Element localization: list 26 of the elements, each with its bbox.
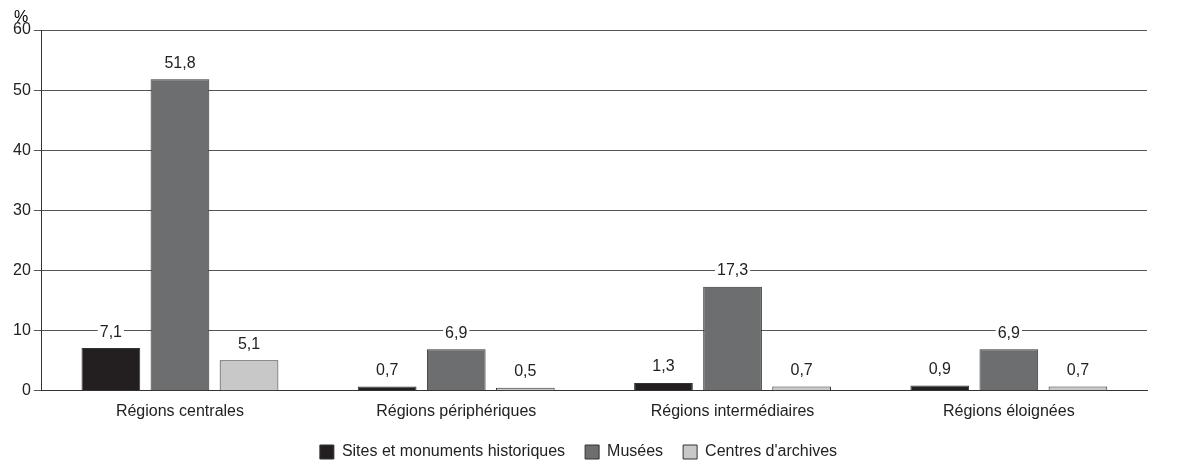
- y-tick-label: 20: [13, 260, 31, 278]
- y-tick-label: 30: [13, 200, 31, 218]
- x-tick-label: Régions éloignées: [943, 401, 1075, 419]
- y-tick-label: 40: [13, 140, 31, 158]
- data-label: 17,3: [716, 261, 749, 279]
- data-label: 0,7: [790, 361, 813, 378]
- legend-label: Sites et monuments historiques: [341, 442, 566, 460]
- data-label: 0,7: [376, 361, 399, 378]
- legend-label: Musées: [607, 442, 664, 460]
- y-tick-label: 10: [13, 321, 31, 339]
- y-tick-label: 0: [21, 381, 31, 399]
- x-tick-label: Régions intermédiaires: [650, 401, 815, 419]
- data-label: 0,5: [514, 362, 537, 380]
- data-label: 0,9: [928, 359, 951, 377]
- data-label: 0,7: [1066, 361, 1090, 378]
- data-label: 7,1: [99, 322, 123, 340]
- legend-label: Centres d'archives: [705, 442, 838, 460]
- y-tick-label: 50: [13, 80, 31, 98]
- y-axis-title: %: [14, 8, 29, 25]
- x-tick-label: Régions centrales: [115, 401, 244, 419]
- data-label: 5,1: [237, 334, 261, 352]
- data-label: 1,3: [652, 357, 675, 375]
- data-label: 6,9: [445, 323, 468, 341]
- data-label: 51,8: [164, 53, 196, 71]
- x-tick-label: Régions périphériques: [376, 401, 537, 419]
- data-label: 6,9: [997, 323, 1021, 341]
